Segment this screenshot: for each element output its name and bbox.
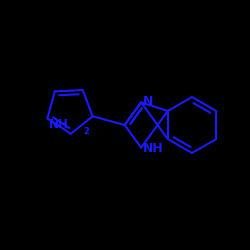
Text: N: N [143,95,154,108]
Text: 2: 2 [84,127,90,136]
Text: NH: NH [143,142,164,155]
Text: NH: NH [49,118,69,131]
